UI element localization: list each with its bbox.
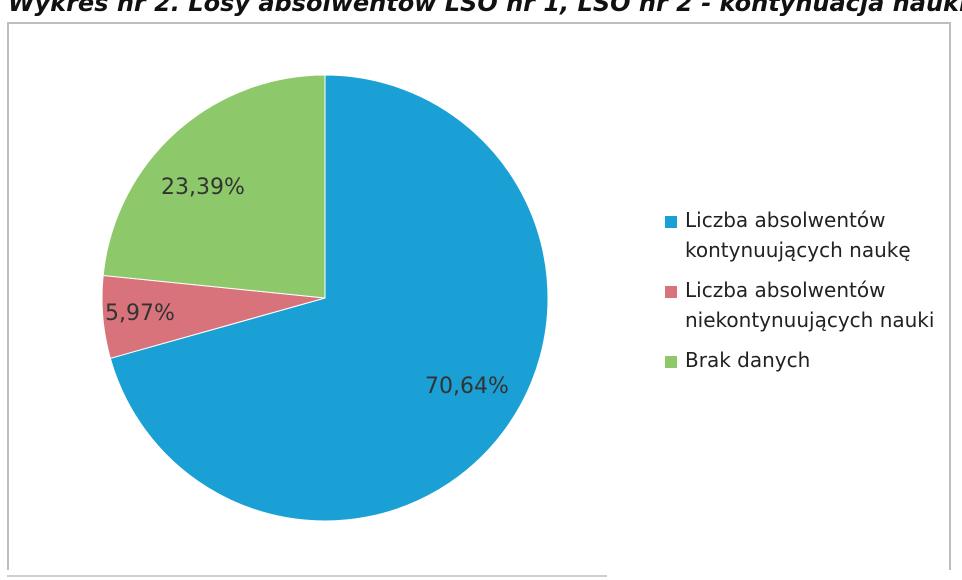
slice-label-no-data: 23,39% xyxy=(161,175,245,200)
pie-slices xyxy=(101,74,549,522)
pie-slice-continuing xyxy=(109,74,549,522)
legend-label: niekontynuujących nauki xyxy=(685,308,935,332)
slice-label-continuing: 70,64% xyxy=(425,374,509,399)
chart-frame xyxy=(7,22,951,570)
legend-label: Liczba absolwentów xyxy=(685,278,886,302)
legend-item-not-continuing: Liczba absolwentów niekontynuujących nauk… xyxy=(665,275,955,335)
chart-legend: Liczba absolwentów kontynuujących naukę Li… xyxy=(665,205,955,385)
legend-label: kontynuujących naukę xyxy=(685,238,911,262)
frame-bottom-line xyxy=(7,575,607,577)
legend-swatch xyxy=(665,286,677,298)
chart-title: Wykres nr 2. Losy absolwentów LSO nr 1, … xyxy=(8,0,962,17)
pie-labels: 70,64% 5,97% 23,39% xyxy=(105,175,509,399)
legend-label: Liczba absolwentów xyxy=(685,208,886,232)
legend-swatch xyxy=(665,356,677,368)
slice-label-not-continuing: 5,97% xyxy=(105,301,175,326)
legend-label: Brak danych xyxy=(685,348,811,372)
legend-item-no-data: Brak danych xyxy=(665,345,955,375)
pie-slice-no-data xyxy=(102,74,326,299)
legend-swatch xyxy=(665,216,677,228)
legend-item-continuing: Liczba absolwentów kontynuujących naukę xyxy=(665,205,955,265)
